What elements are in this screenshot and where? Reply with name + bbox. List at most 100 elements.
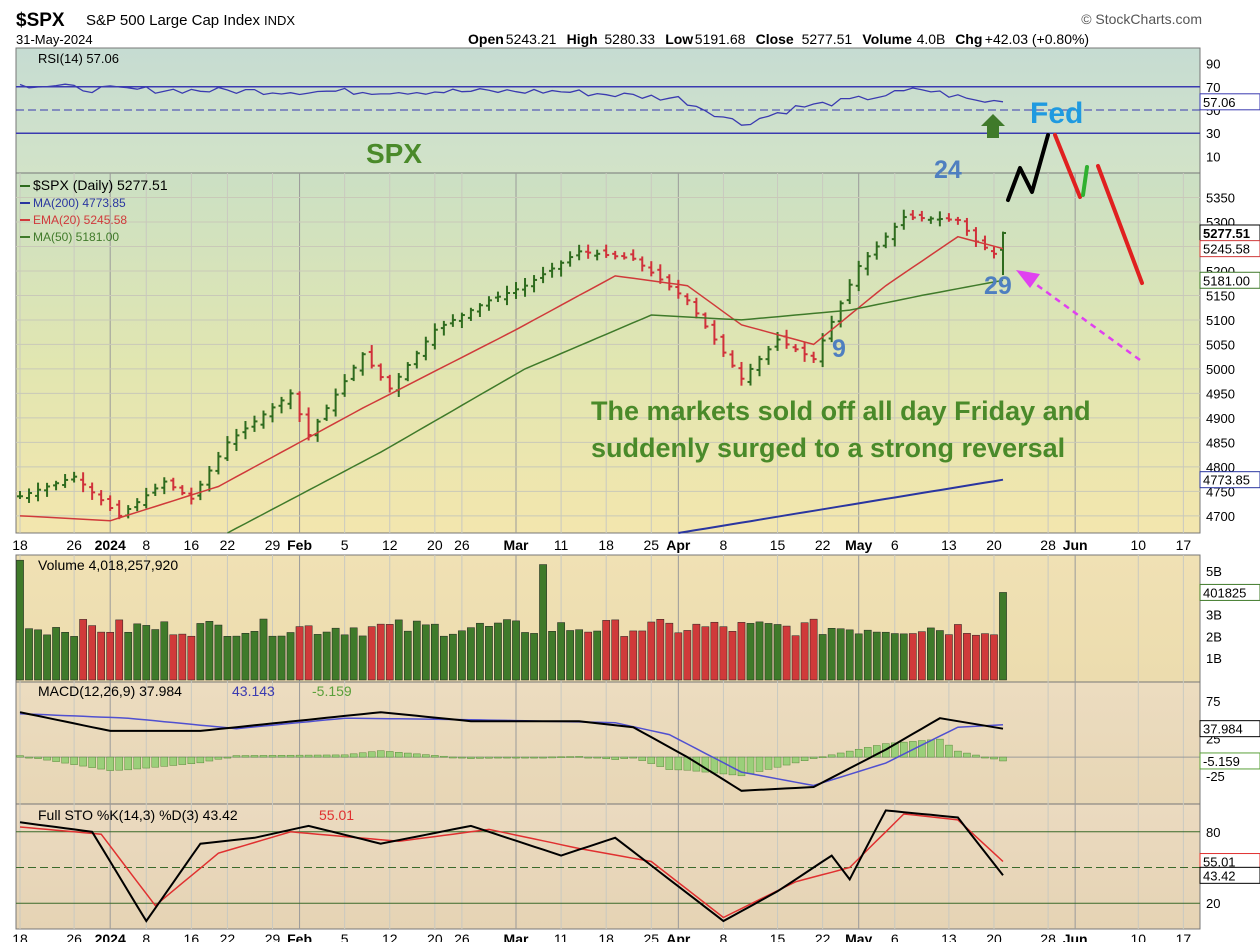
volume-bar-71	[656, 619, 665, 681]
volume-bar-11	[115, 619, 124, 681]
volume-bar-105	[963, 633, 971, 681]
macd-hist-bar-34	[322, 754, 331, 758]
date-tick-label-bottom: 6	[891, 931, 899, 942]
volume-bar-34	[322, 631, 331, 681]
date-tick-label-bottom: 5	[341, 931, 349, 942]
date-tick-label: 12	[382, 537, 398, 553]
volume-bar-66	[611, 619, 620, 681]
macd-hist-bar-37	[349, 753, 358, 758]
macd-hist-bar-63	[584, 756, 592, 759]
symbol: $SPX	[16, 10, 65, 31]
macd-hist-bar-8	[88, 756, 96, 768]
sto-k-value-tag	[1199, 866, 1260, 884]
date-tick-label-bottom: 18	[12, 931, 28, 942]
macd-hist-bar-73	[674, 756, 683, 771]
quote-value-close: 5277.51	[802, 31, 853, 47]
volume-bar-39	[367, 626, 376, 681]
date-tick-label: Apr	[666, 537, 691, 553]
volume-bar-44	[412, 620, 421, 681]
projection-black	[1006, 133, 1050, 202]
volume-bar-16	[160, 621, 169, 681]
rsi-line	[19, 83, 1004, 126]
macd-hist-bar-105	[963, 752, 971, 758]
volume-bar-87	[800, 622, 809, 681]
macd-hist-bar-15	[151, 756, 160, 768]
macd-hist-bar-84	[773, 756, 782, 768]
macd-signal-legend: 43.143	[232, 683, 275, 699]
green-up-arrow	[981, 114, 1005, 138]
date-tick-label: 18	[12, 537, 28, 553]
label-9: 9	[832, 335, 846, 363]
date-tick-label-bottom: 26	[454, 931, 470, 942]
macd-value-tag	[1199, 720, 1260, 738]
macd-hist-bar-56	[521, 756, 529, 759]
rsi-tick-label: 30	[1206, 126, 1220, 141]
volume-bar-47	[440, 635, 448, 681]
legend-layer: $SPX (Daily) 5277.51 MA(200) 4773.85 EMA(2…	[20, 51, 354, 823]
macd-hist-bar-59	[548, 756, 556, 759]
macd-hist-bar-46	[431, 755, 439, 758]
macd-hist-bar-36	[340, 754, 349, 758]
macd-hist-bar-92	[845, 750, 854, 758]
chart-date: 31-May-2024	[16, 32, 93, 47]
volume-bar-57	[530, 633, 538, 681]
macd-hist-bar-72	[665, 756, 674, 770]
sto-tick-label: 20	[1206, 896, 1220, 911]
date-tick-label: May	[845, 537, 872, 553]
volume-bar-1	[25, 628, 33, 681]
date-tick-label-bottom: Jun	[1063, 931, 1088, 942]
macd-hist-bar-94	[863, 747, 872, 758]
macd-hist-bar-11	[115, 756, 123, 771]
macd-hist-bar-10	[106, 756, 114, 771]
sto-k-line	[19, 809, 1004, 923]
volume-value-tag	[1199, 583, 1260, 601]
volume-bar-76	[701, 626, 710, 681]
volume-bar-91	[836, 628, 845, 681]
date-tick-label: 28	[1040, 537, 1056, 553]
volume-bar-27	[259, 618, 268, 681]
macd-hist-bar-61	[566, 756, 574, 758]
macd-hist-bar-88	[809, 756, 818, 759]
volume-bar-12	[124, 631, 133, 681]
volume-bar-79	[728, 631, 737, 681]
volume-bar-83	[764, 623, 773, 681]
index-name: S&P 500 Large Cap Index	[86, 12, 261, 29]
macd-hist-bar-65	[602, 756, 610, 760]
macd-hist-bar-97	[891, 742, 899, 758]
price-legend-item: MA(50) 5181.00	[33, 230, 119, 244]
volume-bar-19	[187, 635, 196, 681]
date-tick-label-bottom: 29	[265, 931, 281, 942]
macd-hist-bar-25	[241, 755, 250, 758]
date-tick-label: 20	[986, 537, 1002, 553]
macd-hist-bar-66	[611, 756, 619, 760]
stochastic-panel	[15, 803, 1201, 930]
volume-tick-label: 2B	[1206, 629, 1222, 644]
macd-hist-bar-50	[467, 756, 475, 759]
rsi-value-tag	[1199, 93, 1260, 111]
volume-bar-64	[593, 630, 602, 681]
macd-hist-value-tag	[1199, 752, 1260, 770]
volume-bar-54	[503, 619, 511, 681]
label-29: 29	[984, 272, 1012, 300]
macd-hist-bar-0	[16, 755, 24, 758]
date-tick-label-bottom: 28	[1040, 931, 1056, 942]
macd-hist-bar-13	[133, 756, 141, 770]
macd-hist-bar-21	[205, 756, 214, 762]
volume-bar-98	[899, 633, 908, 681]
sto-tick-label: 80	[1206, 825, 1220, 840]
date-tick-label: 26	[454, 537, 470, 553]
volume-bar-46	[430, 623, 439, 681]
rsi-tick-label: 90	[1206, 57, 1220, 72]
macd-hist-bar-47	[440, 755, 448, 758]
date-tick-label: 26	[66, 537, 82, 553]
price-panel-bg	[15, 172, 1201, 534]
volume-bar-4	[52, 627, 60, 681]
date-tick-label: 11	[554, 537, 569, 553]
date-tick-label-bottom: 17	[1176, 931, 1192, 942]
macd-hist-bar-48	[449, 756, 457, 759]
volume-bar-99	[908, 633, 917, 681]
volume-bar-2	[34, 629, 42, 681]
macd-hist-bar-2	[34, 756, 42, 759]
date-tick-label-bottom: 2024	[95, 931, 126, 942]
